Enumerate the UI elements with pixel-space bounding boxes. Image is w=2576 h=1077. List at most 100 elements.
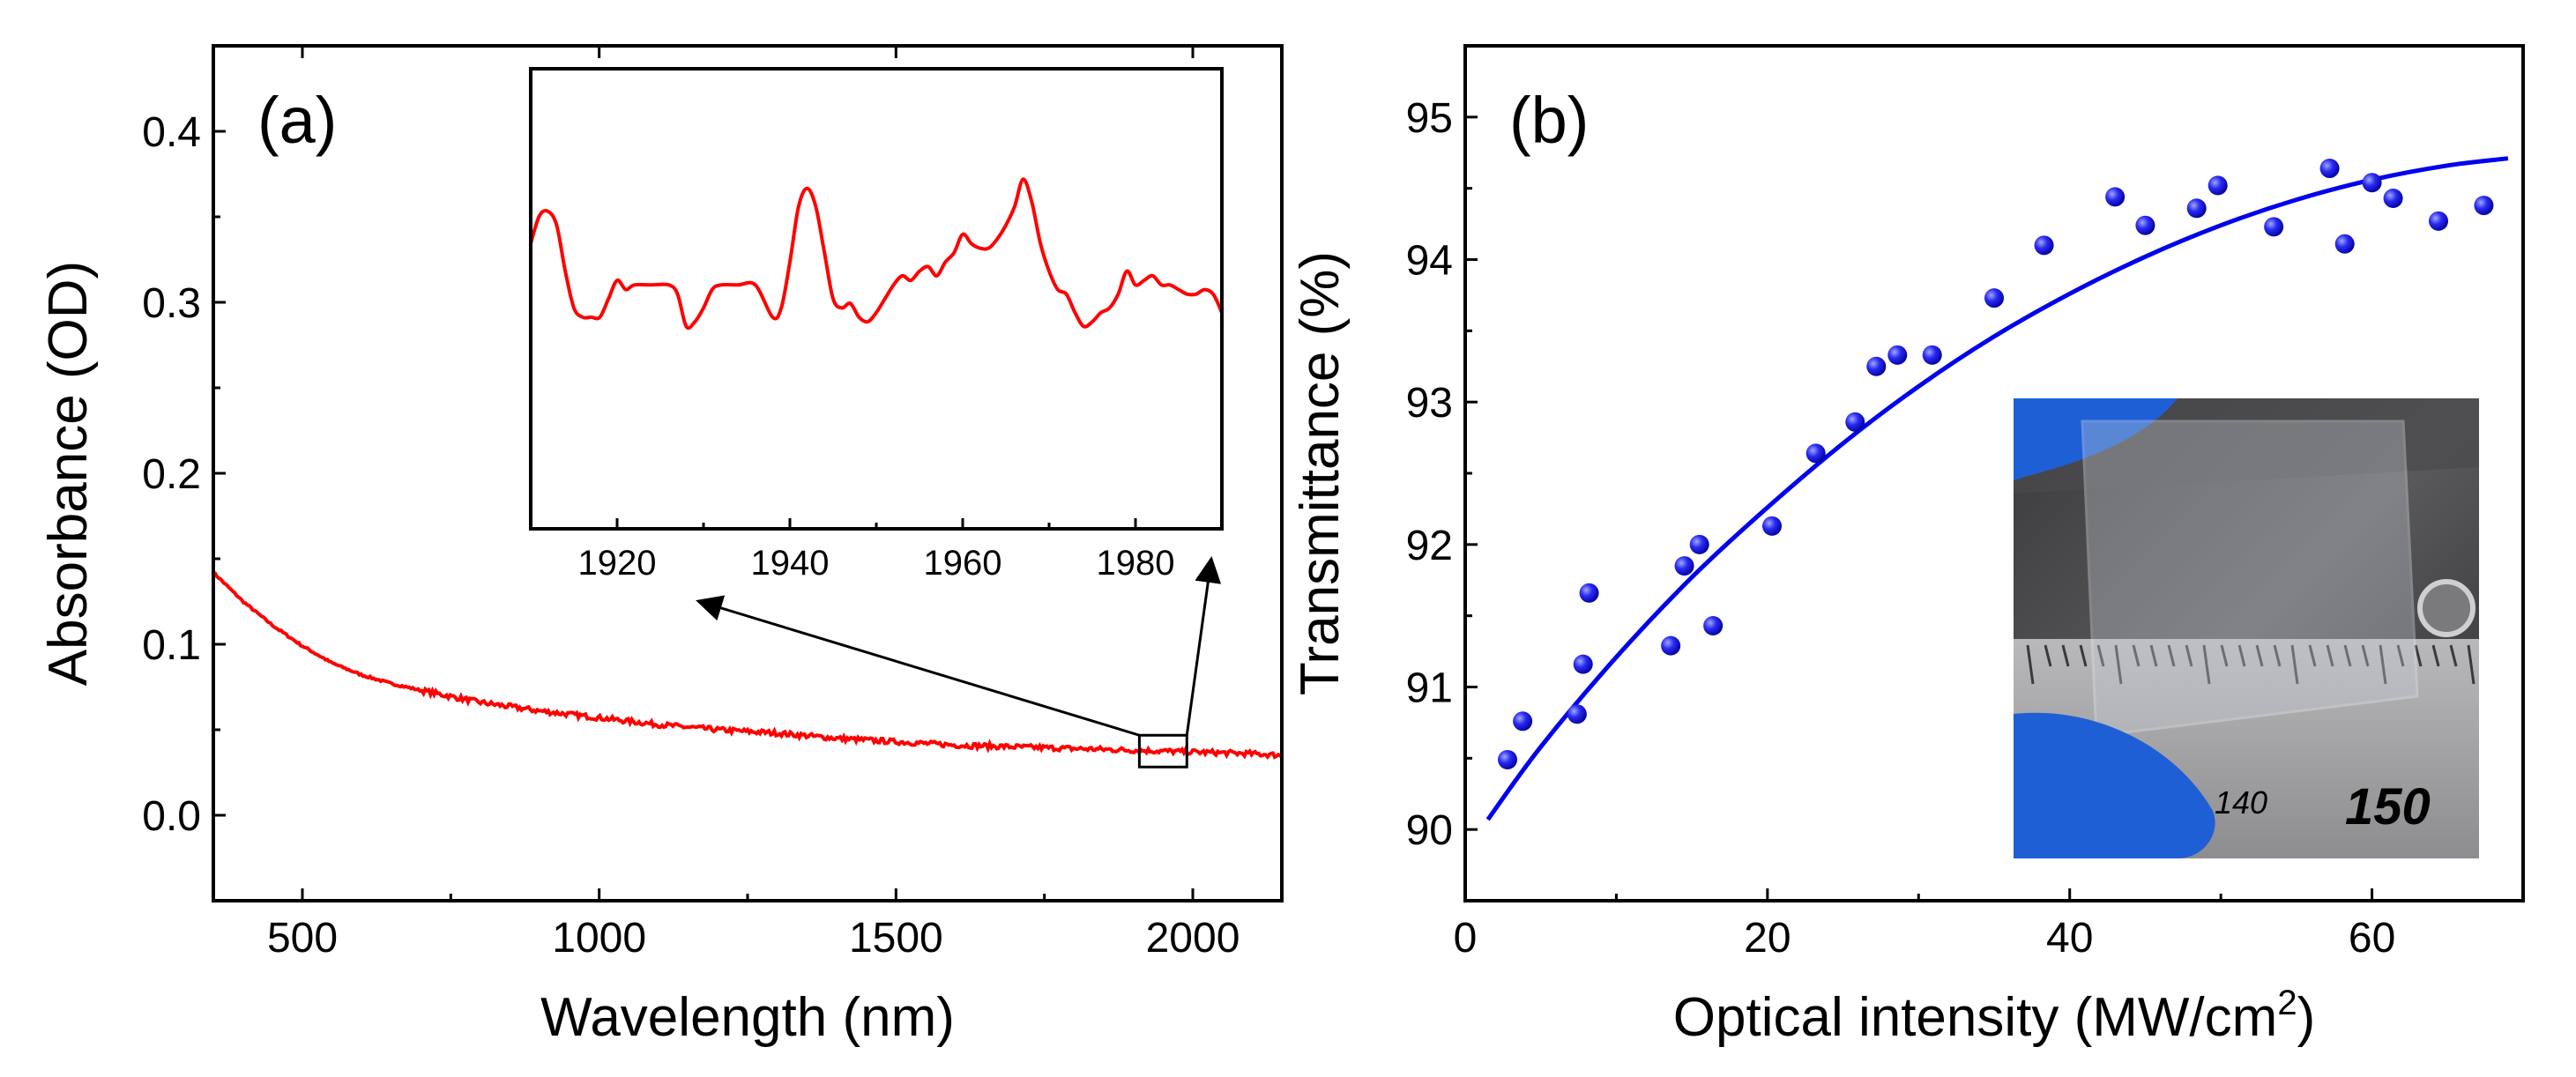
b-photo-ruler-tick bbox=[2096, 644, 2105, 667]
b-data-point bbox=[2186, 198, 2207, 219]
b-photo-ruler-tick bbox=[2061, 644, 2070, 667]
b-data-point bbox=[1805, 443, 1826, 464]
b-data-point bbox=[1887, 345, 1908, 365]
b-photo-ruler-ticks bbox=[2026, 644, 2475, 685]
a-absorbance-line bbox=[213, 571, 1282, 761]
a-inset-x-ticks: 1920 1940 1960 1980 bbox=[529, 518, 1224, 583]
b-photo-ruler-tick bbox=[2467, 644, 2475, 685]
b-x-ticks: 0 20 40 60 bbox=[1454, 888, 2395, 962]
a-y-tick-label: 0.2 bbox=[142, 451, 201, 498]
b-photo-ruler-tick bbox=[2343, 644, 2352, 667]
a-inset-line bbox=[531, 177, 1222, 331]
b-photo-ruler-tick bbox=[2202, 644, 2211, 685]
b-photo-glove-bottom-icon bbox=[2014, 712, 2215, 858]
a-x-tick-label: 500 bbox=[267, 915, 338, 962]
a-y-tick-label: 0.0 bbox=[142, 793, 201, 840]
b-y-axis-label: Transmittance (%) bbox=[1290, 251, 1351, 695]
b-data-point bbox=[1689, 534, 1709, 554]
b-photo-ruler-tick bbox=[2326, 644, 2334, 667]
b-photo-ruler-label-140: 140 bbox=[2215, 784, 2267, 821]
b-data-point bbox=[2264, 217, 2284, 237]
b-photo-ruler-tick bbox=[2220, 644, 2229, 667]
b-photo-screw-icon bbox=[2417, 579, 2475, 637]
a-panel-label: (a) bbox=[257, 84, 337, 157]
b-data-point bbox=[2034, 235, 2054, 256]
b-data-point bbox=[2319, 159, 2340, 179]
b-photo-ruler-tick bbox=[2149, 644, 2158, 667]
b-data-point bbox=[1984, 288, 2004, 308]
b-photo-ruler-tick bbox=[2431, 644, 2440, 667]
b-fit-line bbox=[1485, 156, 2509, 821]
b-data-point bbox=[1579, 583, 1599, 603]
b-data-point bbox=[2429, 211, 2448, 231]
a-y-tick-label: 0.4 bbox=[142, 109, 201, 156]
b-data-point bbox=[2207, 175, 2228, 196]
a-inset-x-tick-label: 1960 bbox=[924, 544, 1002, 583]
b-photo-ruler-label-150: 150 bbox=[2345, 778, 2431, 836]
b-photo-ruler-tick bbox=[2379, 644, 2387, 685]
b-data-point bbox=[2334, 234, 2355, 254]
a-inset: 1920 1940 1960 1980 bbox=[529, 67, 1224, 583]
b-y-tick-label: 95 bbox=[1406, 95, 1453, 142]
b-x-tick-label: 20 bbox=[1744, 915, 1791, 962]
b-data-point bbox=[1498, 749, 1517, 769]
a-zoom-arrow-left bbox=[696, 595, 1140, 737]
b-photo-ruler-tick bbox=[2396, 644, 2405, 667]
b-photo-ruler-tick bbox=[2237, 644, 2246, 667]
b-y-ticks: 90 91 92 93 94 95 bbox=[1406, 95, 1478, 902]
a-y-tick-label: 0.3 bbox=[142, 280, 201, 327]
b-y-tick-label: 93 bbox=[1406, 380, 1453, 427]
panel-b: 140 150 0 20 40 60 90 91 92 93 94 95 Optical int… bbox=[1290, 44, 2525, 1048]
b-photo-ruler-tick bbox=[2414, 644, 2423, 667]
b-data-point bbox=[1845, 412, 1865, 432]
a-x-tick-label: 2000 bbox=[1146, 915, 1240, 962]
b-data-point bbox=[1661, 635, 1681, 656]
b-photo-ruler-tick bbox=[2361, 644, 2370, 667]
b-photo-ruler-tick bbox=[2044, 644, 2052, 667]
b-x-tick-label: 60 bbox=[2349, 915, 2395, 962]
b-data-point bbox=[1866, 356, 1887, 376]
b-data-point bbox=[1513, 711, 1533, 732]
b-data-points bbox=[1498, 159, 2494, 769]
b-x-tick-label: 0 bbox=[1454, 915, 1478, 962]
b-photo-ruler-tick bbox=[2290, 644, 2299, 685]
a-zoom-arrow-right bbox=[1185, 556, 1222, 736]
a-absorbance-series bbox=[213, 571, 1282, 761]
b-y-tick-label: 92 bbox=[1406, 523, 1453, 569]
a-inset-x-tick-label: 1940 bbox=[751, 544, 830, 583]
b-data-point bbox=[1674, 556, 1694, 576]
a-x-axis-label: Wavelength (nm) bbox=[540, 987, 955, 1048]
a-x-tick-label: 1500 bbox=[849, 915, 943, 962]
b-photo-ruler-tick bbox=[2273, 644, 2282, 667]
b-photo-ruler-tick bbox=[2026, 644, 2035, 685]
a-x-ticks: 500 1000 1500 2000 bbox=[267, 46, 1240, 962]
b-sample-photo: 140 150 bbox=[2014, 398, 2479, 858]
b-data-point bbox=[2105, 187, 2126, 207]
b-data-point bbox=[2362, 173, 2382, 193]
b-photo-ruler-tick bbox=[2449, 644, 2458, 667]
a-y-ticks: 0.0 0.1 0.2 0.3 0.4 bbox=[142, 44, 226, 840]
b-x-tick-label: 40 bbox=[2046, 915, 2093, 962]
b-panel-label: (b) bbox=[1509, 84, 1589, 157]
b-photo-ruler-tick bbox=[2167, 644, 2176, 667]
a-y-tick-label: 0.1 bbox=[142, 622, 201, 669]
b-data-point bbox=[1922, 345, 1942, 365]
b-data-point bbox=[2474, 196, 2494, 216]
a-inset-x-tick-label: 1920 bbox=[578, 544, 657, 583]
a-inset-series bbox=[531, 177, 1222, 331]
b-data-point bbox=[2383, 188, 2403, 208]
a-inset-x-tick-label: 1980 bbox=[1097, 544, 1175, 583]
b-photo-ruler-tick bbox=[2079, 644, 2088, 667]
b-photo-ruler-tick bbox=[2308, 644, 2317, 667]
a-zoom-box bbox=[1137, 733, 1188, 769]
b-photo-ruler-tick bbox=[2185, 644, 2193, 667]
b-photo-ruler-tick bbox=[2114, 644, 2123, 685]
b-y-tick-label: 94 bbox=[1406, 238, 1453, 285]
a-zoom-indicator bbox=[696, 556, 1222, 769]
panel-a: 500 1000 1500 2000 0.0 0.1 0.2 0.3 0.4 Waveleng… bbox=[38, 44, 1284, 1048]
a-x-tick-label: 1000 bbox=[552, 915, 646, 962]
b-photo-ruler-tick bbox=[2255, 644, 2264, 667]
b-photo-glass-slide-icon bbox=[2081, 420, 2419, 738]
b-data-point bbox=[1573, 654, 1593, 674]
